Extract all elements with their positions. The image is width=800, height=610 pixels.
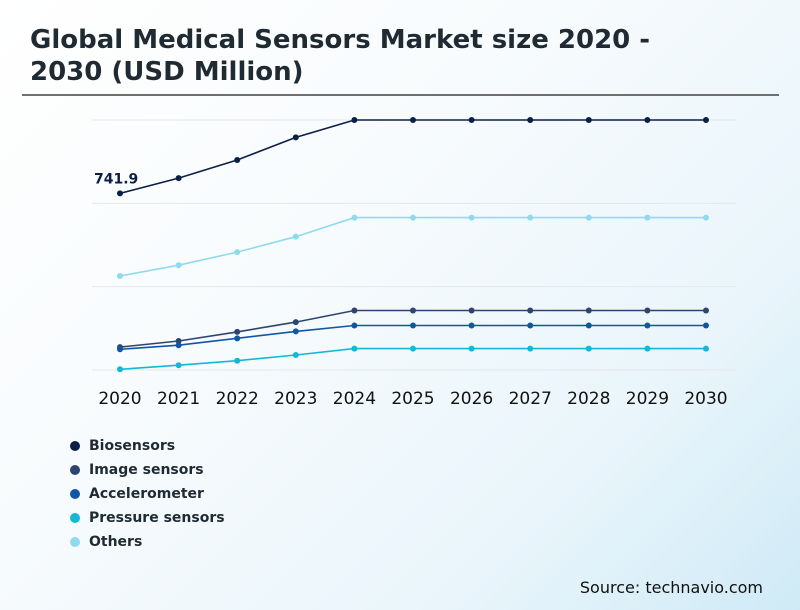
point-biosensors-2025 [410, 117, 416, 123]
point-others-2024 [351, 214, 358, 221]
x-tick-2029: 2029 [626, 389, 669, 409]
series-line-others [119, 216, 706, 277]
point-others-2025 [410, 214, 416, 221]
point-accelerometer-2030 [703, 322, 709, 329]
point-biosensors-2021 [175, 175, 182, 182]
point-biosensors-2022 [234, 157, 241, 163]
point-image-sensors-2030 [703, 307, 709, 314]
series-line-biosensors [119, 119, 706, 195]
point-pressure-sensors-2022 [234, 357, 241, 364]
point-others-2023 [292, 233, 299, 240]
point-image-sensors-2025 [410, 307, 416, 314]
source-credit: Source: technavio.com [579, 578, 763, 597]
legend-label: Others [89, 534, 143, 550]
annotations: 741.9 [94, 171, 138, 187]
series-lines [119, 119, 706, 371]
point-others-2020 [117, 272, 123, 279]
point-others-2029 [644, 214, 651, 221]
point-image-sensors-2028 [585, 307, 592, 314]
title-divider [22, 94, 779, 96]
x-tick-2022: 2022 [216, 389, 259, 409]
point-image-sensors-2023 [292, 319, 299, 326]
point-image-sensors-2029 [644, 307, 651, 314]
point-others-2030 [703, 214, 709, 221]
point-image-sensors-2027 [527, 307, 534, 314]
point-pressure-sensors-2020 [117, 366, 123, 373]
grid-lines [92, 119, 736, 371]
point-biosensors-2029 [644, 117, 651, 123]
point-biosensors-2026 [468, 117, 475, 123]
point-biosensors-2023 [292, 134, 299, 141]
point-accelerometer-2023 [292, 328, 299, 335]
legend-item-image-sensors: Image sensors [70, 458, 225, 482]
legend-dot-icon [70, 465, 80, 475]
point-pressure-sensors-2028 [585, 345, 592, 352]
point-pressure-sensors-2021 [175, 362, 182, 369]
point-others-2026 [468, 214, 475, 221]
x-tick-2027: 2027 [509, 389, 552, 409]
x-tick-2026: 2026 [450, 389, 493, 409]
point-accelerometer-2029 [644, 322, 651, 329]
legend-item-biosensors: Biosensors [70, 434, 225, 458]
point-accelerometer-2027 [527, 322, 534, 329]
legend-label: Image sensors [89, 462, 204, 478]
legend-label: Accelerometer [89, 486, 204, 502]
x-tick-2023: 2023 [274, 389, 317, 409]
x-axis-ticks: 2020 2021 2022 2023 2024 2025 2026 2027 2028 2029… [98, 389, 727, 409]
point-biosensors-2024 [351, 117, 358, 123]
point-biosensors-2030 [703, 117, 709, 123]
point-pressure-sensors-2025 [410, 345, 416, 352]
legend-item-accelerometer: Accelerometer [70, 482, 225, 506]
point-accelerometer-2020 [117, 346, 123, 353]
point-pressure-sensors-2029 [644, 345, 651, 352]
line-chart: 2020 2021 2022 2023 2024 2025 2026 2027 2028 2029… [92, 117, 736, 409]
point-accelerometer-2021 [175, 342, 182, 349]
point-others-2027 [527, 214, 534, 221]
point-image-sensors-2024 [351, 307, 358, 314]
point-others-2022 [234, 249, 241, 256]
legend-dot-icon [70, 537, 80, 547]
point-pressure-sensors-2024 [351, 345, 358, 352]
point-accelerometer-2025 [410, 322, 416, 329]
point-pressure-sensors-2023 [292, 352, 299, 358]
legend-dot-icon [70, 441, 80, 451]
point-accelerometer-2026 [468, 322, 475, 329]
chart-title: Global Medical Sensors Market size 2020 … [30, 25, 651, 87]
legend: Biosensors Image sensors Accelerometer Pres… [70, 434, 225, 554]
point-biosensors-2028 [585, 117, 592, 123]
data-label-2020: 741.9 [94, 171, 138, 187]
point-accelerometer-2028 [585, 322, 592, 329]
point-accelerometer-2024 [351, 322, 358, 329]
legend-item-pressure-sensors: Pressure sensors [70, 506, 225, 530]
point-image-sensors-2022 [234, 328, 241, 335]
x-tick-2021: 2021 [157, 389, 200, 409]
point-image-sensors-2021 [175, 337, 182, 344]
x-tick-2028: 2028 [567, 389, 610, 409]
x-tick-2025: 2025 [391, 389, 434, 409]
series-line-pressure-sensors [119, 347, 706, 371]
x-tick-2030: 2030 [684, 389, 727, 409]
point-biosensors-2020 [117, 190, 123, 197]
series-points [117, 117, 709, 373]
point-image-sensors-2026 [468, 307, 475, 314]
legend-item-others: Others [70, 530, 225, 554]
point-others-2021 [175, 262, 182, 269]
x-tick-2020: 2020 [98, 389, 141, 409]
point-others-2028 [585, 214, 592, 221]
point-pressure-sensors-2030 [703, 345, 709, 352]
point-pressure-sensors-2026 [468, 345, 475, 352]
legend-dot-icon [70, 489, 80, 499]
point-biosensors-2027 [527, 117, 534, 123]
legend-label: Biosensors [89, 438, 176, 454]
point-accelerometer-2022 [234, 335, 241, 342]
point-pressure-sensors-2027 [527, 345, 534, 352]
x-tick-2024: 2024 [333, 389, 376, 409]
legend-dot-icon [70, 513, 80, 523]
legend-label: Pressure sensors [89, 510, 225, 526]
